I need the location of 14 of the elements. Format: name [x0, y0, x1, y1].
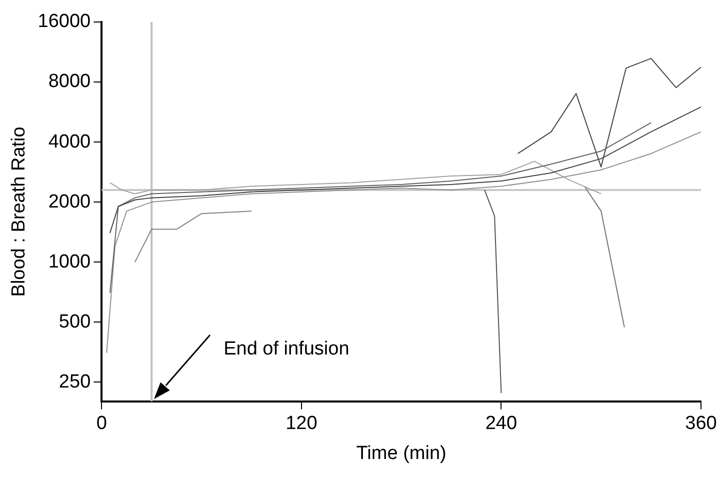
y-tick-label: 500 [58, 311, 91, 332]
x-tick-label: 0 [96, 413, 107, 434]
y-tick-label: 8000 [48, 71, 91, 92]
y-tick-label: 4000 [48, 131, 91, 152]
x-axis-title: Time (min) [356, 442, 446, 464]
y-tick-label: 1000 [48, 251, 91, 272]
annotation: End of infusion [224, 338, 350, 360]
x-tick-label: 120 [286, 413, 318, 434]
y-axis-title: Blood : Breath Ratio [8, 126, 30, 297]
y-tick-label: 16000 [38, 11, 91, 32]
y-tick-label: 250 [58, 371, 91, 392]
y-tick-label: 2000 [48, 191, 91, 212]
x-tick-label: 360 [685, 413, 717, 434]
x-tick-label: 240 [485, 413, 518, 434]
